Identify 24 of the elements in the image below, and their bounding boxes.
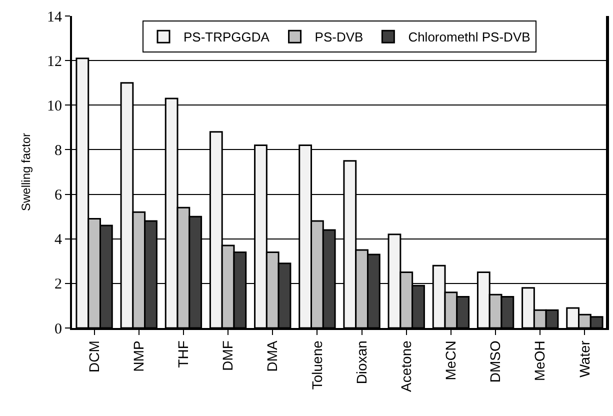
legend-label: PS-DVB — [314, 30, 364, 45]
x-tick-label: Toluene — [308, 340, 325, 390]
x-tick-label: MeOH — [532, 340, 548, 382]
x-tick-label: DMF — [220, 340, 236, 371]
y-tick-label: 4 — [54, 232, 62, 248]
x-tick-label: Water — [576, 340, 592, 378]
y-tick-label: 0 — [54, 321, 62, 338]
x-tick-label: MeCN — [442, 340, 459, 380]
x-tick-label: DMA — [264, 340, 280, 372]
x-tick-label: Dioxan — [353, 340, 370, 384]
y-tick-label: 12 — [47, 54, 62, 70]
y-axis-title: Swelling factor — [18, 132, 33, 212]
x-tick-label: NMP — [130, 340, 146, 372]
y-tick-label: 2 — [54, 276, 62, 293]
y-tick-label: 8 — [54, 142, 62, 159]
x-tick-label: THF — [175, 340, 192, 368]
x-tick-label: DMSO — [487, 340, 504, 383]
x-tick-label: Acetone — [398, 340, 414, 392]
y-tick-label: 10 — [47, 98, 62, 114]
y-tick-label: 6 — [54, 188, 62, 204]
x-tick-label: DCM — [86, 340, 102, 372]
legend-label: Chloromethl PS-DVB — [408, 30, 530, 45]
y-tick-label: 14 — [47, 9, 62, 26]
legend-label: PS-TRPGGDA — [184, 30, 270, 45]
